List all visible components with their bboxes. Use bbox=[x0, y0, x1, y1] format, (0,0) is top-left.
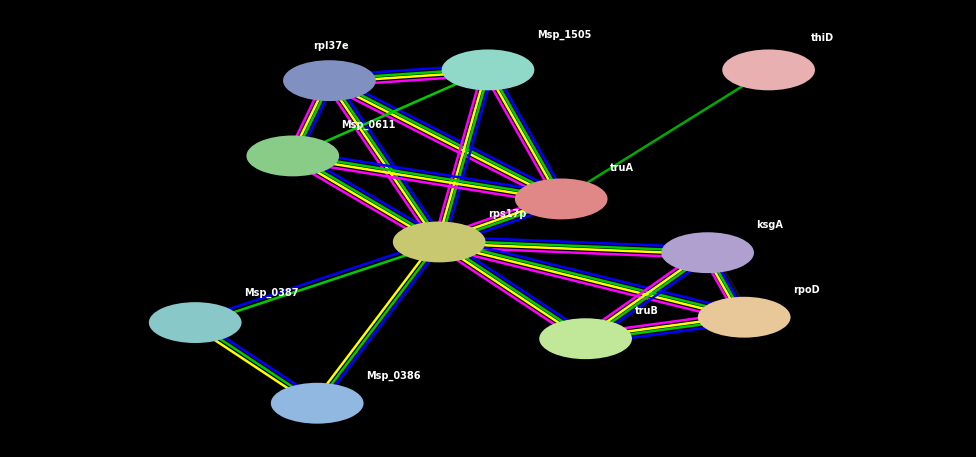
Text: rps17p: rps17p bbox=[488, 209, 526, 219]
Text: truA: truA bbox=[610, 163, 634, 173]
Text: rpl37e: rpl37e bbox=[312, 41, 348, 51]
Circle shape bbox=[722, 49, 815, 90]
Circle shape bbox=[698, 297, 791, 338]
Text: ksgA: ksgA bbox=[756, 220, 784, 230]
Circle shape bbox=[515, 179, 607, 219]
Circle shape bbox=[283, 60, 376, 101]
Circle shape bbox=[270, 383, 363, 424]
Text: rpoD: rpoD bbox=[793, 285, 820, 295]
Circle shape bbox=[539, 318, 632, 359]
Circle shape bbox=[441, 49, 535, 90]
Circle shape bbox=[148, 302, 242, 343]
Circle shape bbox=[662, 232, 754, 273]
Text: thiD: thiD bbox=[811, 33, 834, 43]
Text: Msp_0386: Msp_0386 bbox=[366, 370, 421, 381]
Text: Msp_0611: Msp_0611 bbox=[342, 120, 396, 130]
Text: truB: truB bbox=[634, 306, 658, 316]
Text: Msp_1505: Msp_1505 bbox=[537, 30, 591, 40]
Circle shape bbox=[246, 135, 340, 176]
Circle shape bbox=[393, 222, 486, 262]
Text: Msp_0387: Msp_0387 bbox=[244, 288, 299, 298]
